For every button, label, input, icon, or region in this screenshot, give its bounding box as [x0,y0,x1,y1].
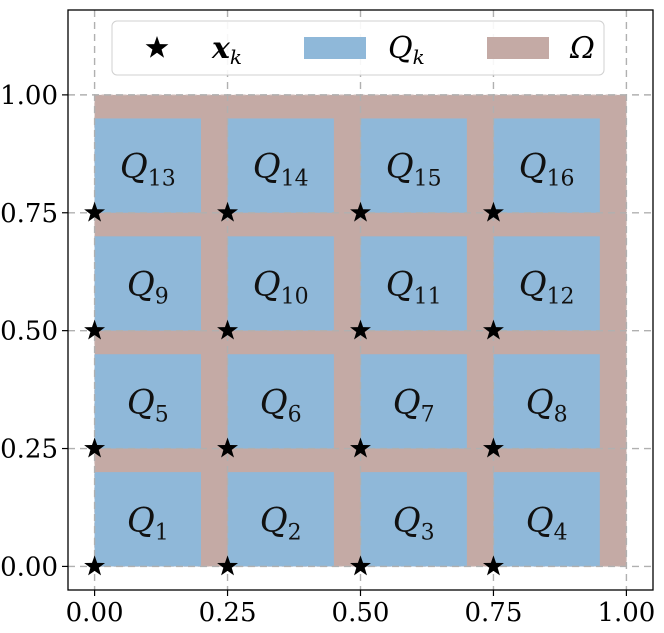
star-point [350,201,371,222]
cell-label: Q1 [127,500,169,545]
cell-q12: Q12 [493,236,600,331]
x-axis: 0.00 0.25 0.50 0.75 1.00 [66,590,655,628]
cell-q15: Q15 [360,118,467,213]
cell-q16: Q16 [493,118,600,213]
star-point [217,555,239,576]
legend-star-marker [145,36,169,58]
star-point [482,319,504,340]
y-tick-label: 1.00 [0,81,58,111]
x-tick-label: 0.00 [66,598,124,628]
points-layer [84,201,504,576]
star-point [482,437,504,458]
cell-q13: Q13 [94,118,201,213]
legend: xk Qk Ω [111,20,605,76]
star-point [84,555,106,576]
x-tick-label: 0.25 [199,598,257,628]
cell-q4: Q4 [493,472,600,567]
y-axis: 0.00 0.25 0.50 0.75 1.00 [0,81,68,582]
cell-q5: Q5 [94,354,201,449]
star-point [84,437,106,458]
cell-q10: Q10 [227,236,334,331]
cell-q6: Q6 [227,354,334,449]
cell-q3: Q3 [360,472,467,567]
cell-rect [493,236,600,331]
y-tick-label: 0.75 [0,199,58,229]
star-point [482,555,504,576]
x-tick-label: 0.75 [465,598,523,628]
cell-rect [493,118,600,213]
star-point [482,201,504,222]
cell-q7: Q7 [360,354,467,449]
cells-layer: Q1 Q2 Q3 Q4 Q5 Q6 Q7 Q8 Q9 Q10 Q11 Q12 Q13 Q14 Q15 Q16 [94,118,600,567]
y-tick-label: 0.00 [0,552,58,582]
star-point [217,437,239,458]
cell-rect [360,118,467,213]
cell-rect [360,236,467,331]
cell-rect [227,472,334,567]
cell-q9: Q9 [94,236,201,331]
cell-q8: Q8 [493,354,600,449]
cell-label: Q11 [386,264,442,309]
cell-rect [227,118,334,213]
cell-rect [493,354,600,449]
cell-rect [360,472,467,567]
x-tick-label: 0.50 [332,598,390,628]
cell-label: Q2 [260,500,302,545]
star-point [84,319,106,340]
legend-entry-omega: Ω [487,31,595,66]
cell-q1: Q1 [94,472,201,567]
cell-label: Q14 [253,147,309,192]
legend-swatch [304,37,366,59]
cell-rect [94,472,201,567]
star-point [350,319,371,340]
legend-label: Ω [569,31,595,66]
cell-q11: Q11 [360,236,467,331]
cell-rect [94,354,201,449]
cell-rect [227,236,334,331]
legend-swatch [487,37,549,59]
x-tick-label: 1.00 [597,598,655,628]
cell-rect [493,472,600,567]
cell-rect [94,118,201,213]
cell-q2: Q2 [227,472,334,567]
cell-rect [360,354,467,449]
star-point [217,201,239,222]
star-point [350,555,371,576]
y-tick-label: 0.50 [0,317,58,347]
star-point [217,319,239,340]
cell-label: Q10 [253,264,309,309]
cell-rect [227,354,334,449]
cell-q14: Q14 [227,118,334,213]
star-point [350,437,371,458]
cell-rect [94,236,201,331]
y-tick-label: 0.25 [0,435,58,465]
star-point [84,201,106,222]
